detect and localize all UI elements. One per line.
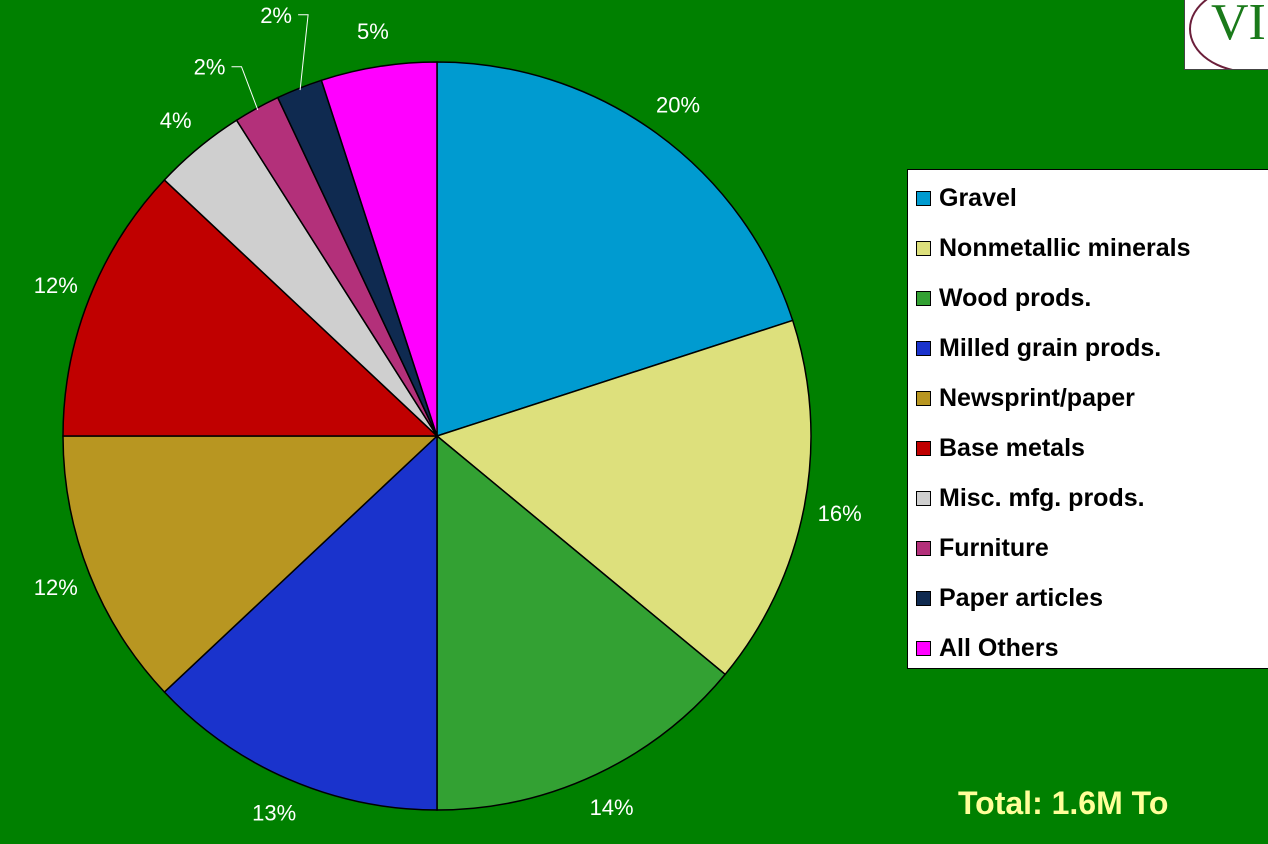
pie-slice-base-metals	[62, 178, 439, 437]
pie-label: 2%	[194, 55, 226, 80]
legend-item-wood-prods: Wood prods.	[916, 283, 1091, 313]
legend-label: Milled grain prods.	[939, 333, 1162, 362]
legend: Gravel Nonmetallic minerals Wood prods. …	[907, 169, 1268, 669]
legend-swatch	[916, 640, 931, 656]
legend-item-gravel: Gravel	[916, 183, 1017, 213]
pie-slice-nonmetallic-minerals	[435, 319, 812, 676]
pie-label: 5%	[357, 19, 389, 44]
logo: VI	[1184, 0, 1268, 70]
pie-leader-line	[298, 14, 309, 91]
pie-label: 12%	[34, 575, 78, 600]
legend-swatch	[916, 290, 931, 306]
legend-swatch	[916, 190, 931, 206]
pie-slice-all-others	[320, 61, 438, 437]
pie-slice-milled-grain-prods	[163, 434, 438, 811]
legend-label: Furniture	[939, 533, 1049, 562]
pie-slice-newsprint-paper	[62, 435, 439, 694]
legend-swatch	[916, 590, 931, 606]
legend-swatch	[916, 540, 931, 556]
legend-label: Newsprint/paper	[939, 383, 1135, 412]
legend-item-newsprint-paper: Newsprint/paper	[916, 383, 1135, 413]
pie-slice-gravel	[436, 61, 794, 438]
legend-item-base-metals: Base metals	[916, 433, 1085, 463]
total-label: Total: 1.6M To	[958, 785, 1169, 821]
legend-swatch	[916, 490, 931, 506]
legend-label: Nonmetallic minerals	[939, 233, 1191, 262]
legend-swatch	[916, 440, 931, 456]
logo-ring	[1189, 0, 1268, 69]
legend-label: Misc. mfg. prods.	[939, 483, 1145, 512]
legend-item-paper-articles: Paper articles	[916, 583, 1103, 613]
pie-label: 13%	[252, 800, 296, 825]
pie-slice-wood-prods	[436, 434, 727, 811]
pie-label: 16%	[818, 501, 862, 526]
legend-label: Base metals	[939, 433, 1085, 462]
legend-item-misc-mfg-prods: Misc. mfg. prods.	[916, 483, 1145, 513]
legend-item-milled-grain-prods: Milled grain prods.	[916, 333, 1161, 363]
legend-swatch	[916, 340, 931, 356]
legend-swatch	[916, 390, 931, 406]
legend-item-nonmetallic-minerals: Nonmetallic minerals	[916, 233, 1190, 263]
pie-label: 12%	[34, 273, 78, 298]
logo-text: VI	[1211, 0, 1266, 51]
pie-label: 4%	[160, 108, 192, 133]
pie-leader-line	[231, 66, 259, 111]
legend-label: All Others	[939, 633, 1059, 662]
legend-swatch	[916, 240, 931, 256]
legend-label: Wood prods.	[939, 283, 1092, 312]
legend-label: Gravel	[939, 183, 1017, 212]
pie-label: 2%	[260, 3, 292, 28]
pie-label: 20%	[656, 92, 700, 117]
legend-item-all-others: All Others	[916, 633, 1058, 663]
legend-item-furniture: Furniture	[916, 533, 1049, 563]
pie-label: 14%	[590, 795, 634, 820]
legend-label: Paper articles	[939, 583, 1103, 612]
